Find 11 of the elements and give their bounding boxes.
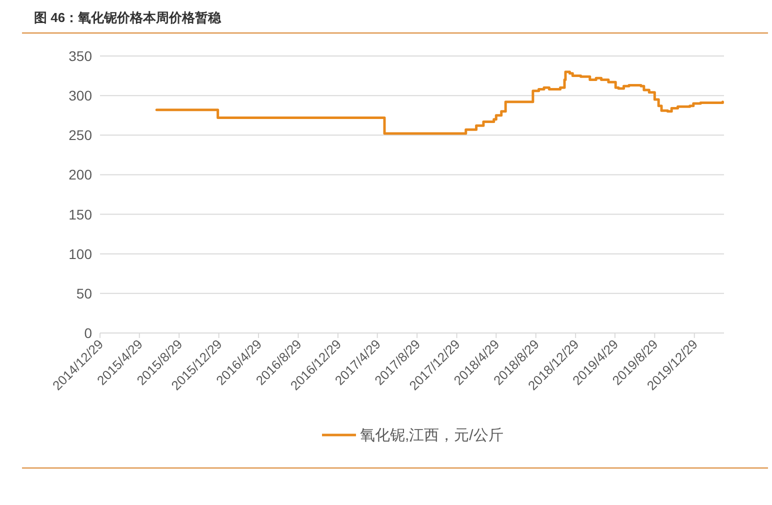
y-tick-label: 50 [76,285,92,302]
y-tick-label: 200 [68,166,92,183]
y-tick-label: 100 [68,246,92,262]
y-tick-label: 250 [68,127,92,144]
legend: 氧化铌,江西，元/公斤 [322,427,504,444]
y-tick-label: 150 [68,206,92,222]
legend-label: 氧化铌,江西，元/公斤 [360,427,504,444]
y-tick-label: 350 [68,48,92,64]
y-tick-label: 300 [68,88,92,104]
title: 图 46：氧化铌价格本周价格暂稳 [34,10,222,25]
y-tick-label: 0 [84,325,92,341]
